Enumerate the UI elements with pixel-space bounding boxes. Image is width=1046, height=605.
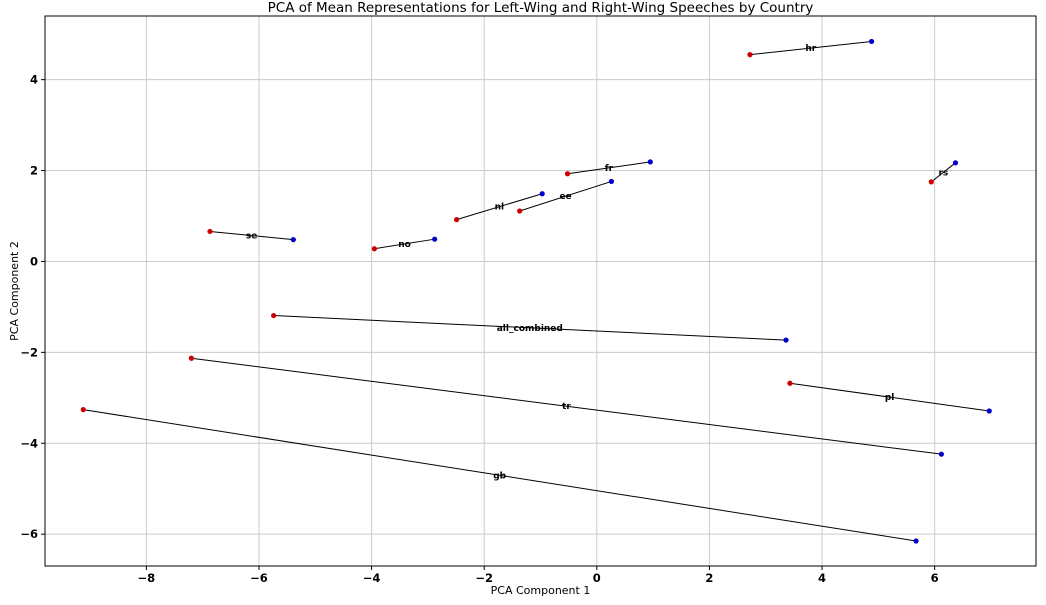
y-tick-label: −4 [20, 436, 38, 450]
x-tick-label: 0 [593, 571, 601, 585]
x-tick-label: −8 [138, 571, 156, 585]
ticks: −8 −6 −4 −2 0 2 4 6 −6 −4 −2 0 2 4 [20, 73, 938, 585]
connector-fr [567, 161, 651, 175]
y-tick-label: 4 [30, 73, 38, 87]
pair-connectors [83, 40, 990, 542]
pair-label-gb: gb [493, 471, 506, 481]
right-point-nl [454, 217, 460, 223]
left-point-ee [608, 178, 615, 185]
left-point-no [432, 236, 438, 242]
pair-label-hr: hr [805, 44, 816, 54]
pair-label-se: se [246, 232, 257, 242]
chart-title: PCA of Mean Representations for Left-Win… [268, 0, 814, 16]
connector-nl [456, 193, 543, 221]
pair-label-no: no [398, 240, 411, 250]
pair-label-nl: nl [495, 203, 505, 213]
connector-se [209, 230, 294, 241]
left-point-gb [913, 538, 919, 544]
right-point-gb [80, 407, 86, 413]
right-point-tr [188, 355, 194, 361]
left-point-hr [868, 38, 875, 45]
y-tick-label: 0 [30, 254, 38, 268]
right-point-all_combined [271, 312, 277, 319]
right-point-fr [564, 171, 571, 177]
grid [45, 16, 1036, 566]
connector-ee [519, 180, 612, 212]
pair-label-rs: rs [938, 168, 948, 178]
left-point-rs [952, 160, 959, 166]
connector-rs [930, 162, 956, 183]
pair-label-tr: tr [562, 402, 571, 412]
x-tick-label: 4 [818, 571, 826, 585]
connector-no [374, 238, 435, 250]
left-point-nl [539, 191, 545, 197]
connector-gb [83, 409, 917, 542]
y-tick-label: −6 [20, 527, 38, 541]
connector-tr [191, 357, 942, 455]
right-point-se [207, 228, 213, 235]
connector-pl [789, 382, 990, 412]
y-tick-label: −2 [20, 345, 38, 359]
x-tick-label: −6 [250, 571, 268, 585]
pair-label-all_combined: all_combined [497, 324, 563, 334]
data-points [80, 38, 992, 544]
x-tick-label: 2 [705, 571, 713, 585]
x-tick-label: −4 [363, 571, 381, 585]
right-point-hr [747, 52, 753, 58]
right-point-rs [928, 179, 934, 185]
pair-label-ee: ee [559, 192, 571, 202]
connector-hr [749, 40, 872, 56]
right-point-no [371, 246, 377, 252]
plot-frame [44, 15, 1037, 567]
left-point-fr [647, 159, 653, 165]
left-point-se [290, 237, 296, 243]
right-point-ee [517, 208, 523, 214]
x-tick-label: 6 [931, 571, 939, 585]
pair-label-pl: pl [885, 393, 895, 403]
x-axis-label: PCA Component 1 [491, 584, 591, 597]
right-point-pl [787, 380, 793, 386]
x-tick-label: −2 [475, 571, 493, 585]
pair-label-fr: fr [605, 164, 614, 174]
left-point-all_combined [783, 337, 789, 343]
y-tick-label: 2 [30, 164, 38, 178]
y-axis-label: PCA Component 2 [8, 241, 21, 341]
left-point-pl [986, 408, 992, 414]
connector-all_combined [273, 315, 787, 341]
left-point-tr [938, 451, 945, 457]
